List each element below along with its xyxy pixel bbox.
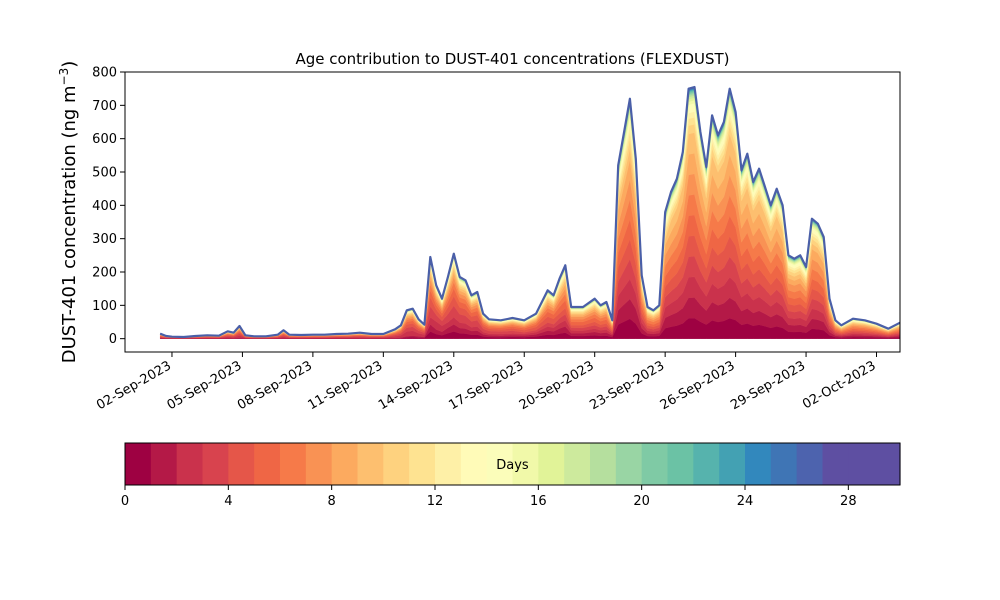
y-tick-label: 100 — [92, 299, 117, 314]
x-tick-label: 14-Sep-2023 — [376, 358, 456, 413]
y-axis-label: DUST-401 concentration (ng m−3) — [57, 61, 80, 364]
colorbar-label: Days — [496, 458, 529, 473]
x-tick-label: 02-Oct-2023 — [800, 358, 878, 412]
colorbar-tick-label: 16 — [530, 494, 547, 509]
plot-frame — [124, 71, 901, 353]
colorbar-segment-11 — [409, 443, 436, 485]
x-tick-label: 29-Sep-2023 — [728, 358, 808, 413]
colorbar-tick-label: 20 — [633, 494, 650, 509]
colorbar-segment-6 — [280, 443, 307, 485]
x-tick-label: 23-Sep-2023 — [587, 358, 667, 413]
colorbar-segment-0 — [125, 443, 152, 485]
colorbar-tick-label: 28 — [840, 494, 857, 509]
colorbar-segment-10 — [383, 443, 410, 485]
colorbar-tick-label: 0 — [121, 494, 129, 509]
main-axes: 0 100 200 300 400 500 600 700 800 02-Sep-202305-… — [57, 50, 901, 413]
colorbar-segment-27 — [822, 443, 849, 485]
colorbar-tick-label: 24 — [737, 494, 754, 509]
colorbar-tick-label: 8 — [328, 494, 336, 509]
colorbar: Days 0 4 8 12 16 20 24 28 — [121, 442, 901, 509]
colorbar-segment-12 — [435, 443, 462, 485]
total-concentration-line — [159, 85, 900, 339]
colorbar-segment-28 — [848, 443, 875, 485]
chart-title: Age contribution to DUST-401 concentrati… — [295, 50, 729, 68]
colorbar-segment-5 — [254, 443, 281, 485]
colorbar-segment-4 — [228, 443, 255, 485]
x-tick-label: 08-Sep-2023 — [235, 358, 315, 413]
colorbar-segment-29 — [874, 443, 901, 485]
colorbar-segment-16 — [538, 443, 565, 485]
colorbar-segment-22 — [693, 443, 720, 485]
colorbar-segment-9 — [357, 443, 384, 485]
x-tick-label: 02-Sep-2023 — [94, 358, 174, 413]
colorbar-segment-24 — [745, 443, 772, 485]
x-tick-label: 17-Sep-2023 — [446, 358, 526, 413]
y-ticks: 0 100 200 300 400 500 600 700 800 — [92, 66, 125, 347]
colorbar-segment-14 — [486, 443, 514, 485]
colorbar-segment-15 — [512, 443, 539, 485]
y-tick-label: 800 — [92, 66, 117, 81]
y-tick-label: 600 — [92, 132, 117, 147]
colorbar-segment-18 — [590, 443, 617, 485]
x-ticks: 02-Sep-202305-Sep-202308-Sep-202311-Sep-… — [94, 352, 879, 413]
y-tick-label: 500 — [92, 166, 117, 181]
colorbar-segment-25 — [770, 443, 798, 485]
colorbar-tick-label: 4 — [224, 494, 232, 509]
y-tick-label: 400 — [92, 199, 117, 214]
colorbar-segment-8 — [331, 443, 359, 485]
y-tick-label: 300 — [92, 232, 117, 247]
y-axis-label-superscript: −3 — [57, 68, 71, 86]
total-line-group — [159, 85, 900, 339]
colorbar-segment-20 — [641, 443, 669, 485]
x-tick-label: 26-Sep-2023 — [658, 358, 738, 413]
colorbar-segments — [125, 443, 901, 485]
colorbar-segment-7 — [305, 443, 333, 485]
colorbar-segment-17 — [564, 443, 591, 485]
colorbar-segment-2 — [176, 443, 204, 485]
colorbar-segment-13 — [460, 443, 488, 485]
colorbar-segment-19 — [615, 443, 643, 485]
x-tick-label: 05-Sep-2023 — [165, 358, 245, 413]
colorbar-segment-3 — [202, 443, 229, 485]
y-axis-label-main: DUST-401 concentration (ng m — [59, 85, 80, 363]
colorbar-ticks: 0 4 8 12 16 20 24 28 — [121, 485, 857, 509]
stacked-age-areas — [160, 86, 900, 339]
colorbar-tick-label: 12 — [427, 494, 444, 509]
colorbar-segment-21 — [667, 443, 694, 485]
y-tick-label: 0 — [109, 332, 117, 347]
y-tick-label: 200 — [92, 266, 117, 281]
x-tick-label: 11-Sep-2023 — [306, 358, 386, 413]
colorbar-segment-26 — [796, 443, 824, 485]
colorbar-segment-23 — [719, 443, 746, 485]
y-tick-label: 700 — [92, 99, 117, 114]
colorbar-frame — [124, 442, 901, 486]
y-axis-label-close: ) — [59, 61, 80, 68]
x-tick-label: 20-Sep-2023 — [517, 358, 597, 413]
colorbar-segment-1 — [150, 443, 178, 485]
